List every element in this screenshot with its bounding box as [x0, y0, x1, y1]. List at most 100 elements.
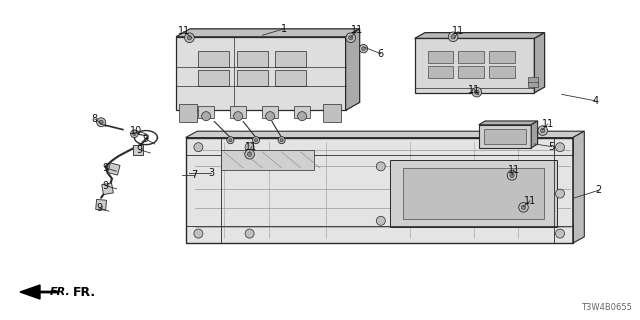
Circle shape [278, 137, 285, 144]
Text: T3W4B0655: T3W4B0655 [581, 303, 632, 312]
Circle shape [522, 205, 525, 210]
Bar [489, 51, 515, 63]
Text: 10: 10 [130, 125, 143, 136]
Bar [275, 70, 306, 86]
Bar [237, 70, 268, 86]
Text: 4: 4 [592, 96, 598, 106]
Text: 9: 9 [96, 203, 102, 213]
Text: 11: 11 [468, 84, 481, 95]
Circle shape [359, 44, 367, 53]
Bar [237, 51, 268, 67]
Circle shape [519, 203, 528, 212]
Circle shape [280, 139, 283, 142]
Bar [186, 226, 573, 243]
Bar [428, 66, 453, 78]
Bar [489, 66, 515, 78]
Circle shape [472, 87, 482, 97]
Circle shape [227, 137, 234, 144]
Circle shape [244, 149, 255, 159]
Polygon shape [415, 33, 545, 38]
Bar [458, 51, 484, 63]
Circle shape [234, 112, 243, 121]
Text: 1: 1 [281, 24, 287, 34]
Polygon shape [346, 29, 360, 110]
Bar [186, 138, 221, 243]
Text: 11: 11 [541, 119, 554, 129]
Circle shape [131, 130, 138, 138]
Bar [403, 168, 544, 219]
Bar [198, 70, 229, 86]
Polygon shape [573, 131, 584, 243]
Text: 11: 11 [351, 25, 364, 36]
Circle shape [245, 143, 254, 152]
Circle shape [507, 171, 517, 180]
Circle shape [252, 137, 260, 144]
Bar [230, 106, 246, 118]
Polygon shape [479, 121, 538, 125]
Circle shape [132, 132, 136, 135]
Polygon shape [20, 285, 40, 299]
Text: 6: 6 [378, 49, 384, 59]
Text: 11: 11 [452, 26, 465, 36]
Circle shape [229, 139, 232, 142]
Polygon shape [186, 131, 584, 138]
Text: 2: 2 [595, 185, 602, 196]
Circle shape [556, 189, 564, 198]
Polygon shape [531, 121, 538, 148]
Circle shape [362, 47, 365, 51]
Circle shape [255, 139, 257, 142]
Text: FR.: FR. [73, 285, 96, 299]
Circle shape [248, 152, 252, 156]
Circle shape [510, 173, 514, 178]
Circle shape [97, 118, 106, 127]
Polygon shape [221, 150, 314, 170]
Bar [390, 160, 557, 227]
Circle shape [475, 90, 479, 94]
Bar [132, 145, 143, 155]
Circle shape [202, 112, 211, 121]
Bar [528, 77, 538, 83]
Circle shape [245, 229, 254, 238]
Bar [96, 199, 106, 210]
Bar [294, 106, 310, 118]
Bar [323, 104, 341, 122]
Circle shape [451, 35, 455, 39]
Circle shape [376, 162, 385, 171]
Text: 9: 9 [136, 145, 143, 155]
Polygon shape [176, 29, 360, 37]
Circle shape [538, 126, 548, 135]
Circle shape [346, 33, 356, 43]
Bar [108, 163, 120, 175]
Circle shape [188, 36, 191, 40]
Circle shape [266, 112, 275, 121]
Bar [428, 51, 453, 63]
Bar [262, 106, 278, 118]
Bar [458, 66, 484, 78]
Circle shape [99, 120, 103, 124]
Circle shape [298, 112, 307, 121]
Text: 11: 11 [508, 164, 520, 175]
Bar [415, 38, 534, 93]
Text: 8: 8 [92, 114, 98, 124]
Text: FR.: FR. [50, 287, 71, 297]
Circle shape [376, 216, 385, 225]
Bar [176, 37, 346, 110]
Circle shape [194, 229, 203, 238]
Bar [102, 183, 113, 195]
Circle shape [556, 143, 564, 152]
Bar [479, 125, 531, 148]
Text: 9: 9 [102, 180, 109, 191]
Text: 11: 11 [245, 141, 258, 152]
Bar [198, 106, 214, 118]
Text: 7: 7 [191, 170, 197, 180]
Bar [484, 129, 526, 144]
Bar [275, 51, 306, 67]
Text: 5: 5 [548, 141, 555, 152]
Text: 11: 11 [177, 26, 190, 36]
Circle shape [349, 36, 353, 40]
Text: 9: 9 [143, 134, 149, 144]
Bar [528, 82, 538, 87]
Text: 3: 3 [208, 168, 214, 178]
Bar [554, 138, 573, 243]
Circle shape [184, 33, 195, 43]
